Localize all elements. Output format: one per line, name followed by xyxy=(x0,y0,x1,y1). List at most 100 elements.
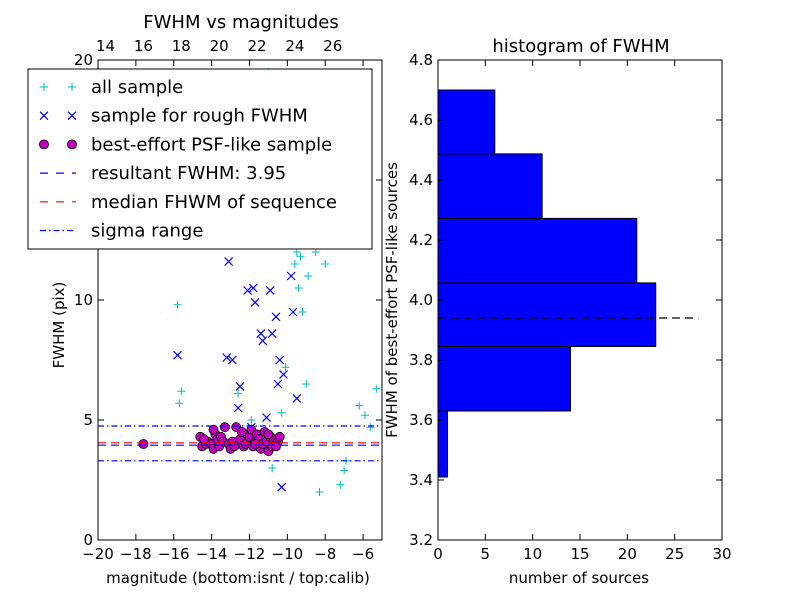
scatter-marks xyxy=(138,68,381,496)
legend-entry: sigma range xyxy=(40,221,203,242)
x-tick-label: 10 xyxy=(523,545,542,563)
psf-sample-point xyxy=(219,422,230,433)
x-tick-label: 0 xyxy=(433,545,443,563)
rough-sample-point xyxy=(228,355,237,365)
legend-label: all sample xyxy=(91,77,183,98)
legend-label: median FHWM of sequence xyxy=(91,192,337,213)
legend-entry: median FHWM of sequence xyxy=(40,192,337,213)
rough-sample-point xyxy=(233,403,243,413)
histogram-title: histogram of FWHM xyxy=(492,36,669,57)
y-tick-label: 20 xyxy=(74,51,93,69)
top-tick-label: 16 xyxy=(134,37,153,55)
rough-sample-point xyxy=(273,379,283,389)
rough-sample-point xyxy=(243,285,252,295)
y-tick-label: 10 xyxy=(74,291,93,309)
rough-sample-point xyxy=(265,285,275,295)
rough-sample-point xyxy=(262,413,271,423)
histogram-bar xyxy=(437,153,543,219)
histogram-bar xyxy=(437,89,496,155)
x-tick-label: 25 xyxy=(665,545,684,563)
y-tick-label: 4.8 xyxy=(409,51,433,69)
x-tick-label: −10 xyxy=(272,545,304,563)
all-sample-point xyxy=(173,300,182,309)
x-tick-label: −8 xyxy=(314,545,336,563)
legend-marker xyxy=(39,139,49,150)
histogram-xlabel: number of sources xyxy=(509,569,649,587)
rough-sample-point xyxy=(258,336,268,346)
rough-sample-point xyxy=(277,482,287,492)
histogram-bar xyxy=(437,346,572,412)
legend-marker xyxy=(40,83,48,91)
legend-marker xyxy=(67,111,77,121)
x-tick-label: 30 xyxy=(712,545,731,563)
y-tick-label: 0 xyxy=(83,531,93,549)
y-tick-label: 3.4 xyxy=(409,471,433,489)
y-tick-label: 3.2 xyxy=(409,531,433,549)
rough-sample-point xyxy=(271,312,281,322)
rough-sample-point xyxy=(256,329,266,339)
x-tick-label: 20 xyxy=(618,545,637,563)
y-tick-label: 5 xyxy=(83,411,93,429)
all-sample-point xyxy=(296,252,305,261)
all-sample-point xyxy=(290,260,299,268)
y-tick-label: 4.4 xyxy=(409,171,433,189)
histogram-panel: 0 5 10 15 20 25 303.23.43.63.84.04.24.44.64.8 … xyxy=(383,36,732,587)
all-sample-point xyxy=(321,260,330,268)
legend: all sample sample for rough FWHM best-effo… xyxy=(27,68,373,250)
psf-sample-point xyxy=(208,424,219,435)
all-sample-point xyxy=(247,416,256,424)
all-sample-point xyxy=(355,401,364,410)
y-tick-label: 3.6 xyxy=(409,411,433,429)
scatter-title: FWHM vs magnitudes xyxy=(143,12,338,33)
x-tick-label: −16 xyxy=(158,545,190,563)
psf-sample-point xyxy=(138,439,149,449)
all-sample-point xyxy=(336,480,345,489)
histogram-bar xyxy=(437,282,657,347)
all-sample-point xyxy=(294,284,303,292)
all-sample-point xyxy=(281,363,290,372)
legend-label: sample for rough FWHM xyxy=(91,106,308,127)
legend-label: sigma range xyxy=(91,221,203,242)
scatter-ylabel: FWHM (pix) xyxy=(50,282,68,369)
top-tick-label: 18 xyxy=(172,37,191,55)
scatter-ticks: −20−18−16−14−12−10−8−6051015201416182022… xyxy=(74,37,382,563)
all-sample-point xyxy=(302,380,311,388)
top-tick-label: 22 xyxy=(247,37,266,55)
psf-sample-point xyxy=(263,429,274,440)
histogram-ticks: 0 5 10 15 20 25 30 3.2 3.4 3.6 3.8 4.0 4.2 4.4 4.6 4.8 xyxy=(409,51,731,563)
all-sample-point xyxy=(340,466,349,475)
y-tick-label: 4.2 xyxy=(409,231,433,249)
psf-sample-point xyxy=(271,441,281,452)
x-tick-label: −20 xyxy=(82,545,114,563)
scatter-panel: −20−18−16−14−12−10−8−6051015201416182022… xyxy=(27,12,383,587)
rough-sample-point xyxy=(222,353,232,363)
rough-sample-point xyxy=(224,257,234,267)
all-sample-point xyxy=(366,423,375,432)
top-tick-label: 26 xyxy=(323,37,342,55)
all-sample-point xyxy=(234,389,243,398)
legend-entry: sample for rough FWHM xyxy=(39,106,308,127)
legend-entry: best-effort PSF-like sample xyxy=(39,134,332,155)
rough-sample-point xyxy=(288,307,298,317)
rough-sample-point xyxy=(173,350,182,360)
x-tick-label: 5 xyxy=(481,545,491,563)
rough-sample-point xyxy=(250,297,260,307)
histogram-bars xyxy=(437,89,657,478)
legend-marker xyxy=(67,139,77,150)
rough-sample-point xyxy=(292,393,302,403)
rough-sample-point xyxy=(248,283,258,293)
top-tick-label: 24 xyxy=(285,37,304,55)
all-sample-point xyxy=(315,488,324,496)
rough-sample-point xyxy=(279,369,288,379)
histogram-bar xyxy=(437,410,448,478)
psf-sample-point xyxy=(199,434,209,445)
y-tick-label: 4.0 xyxy=(409,291,433,309)
legend-box xyxy=(27,68,373,250)
x-tick-label: −6 xyxy=(352,545,374,563)
legend-label: resultant FWHM: 3.95 xyxy=(91,163,286,184)
all-sample-point xyxy=(372,384,381,393)
top-tick-label: 20 xyxy=(210,37,229,55)
legend-marker xyxy=(68,83,76,91)
x-tick-label: 15 xyxy=(570,545,589,563)
all-sample-point xyxy=(298,308,307,316)
